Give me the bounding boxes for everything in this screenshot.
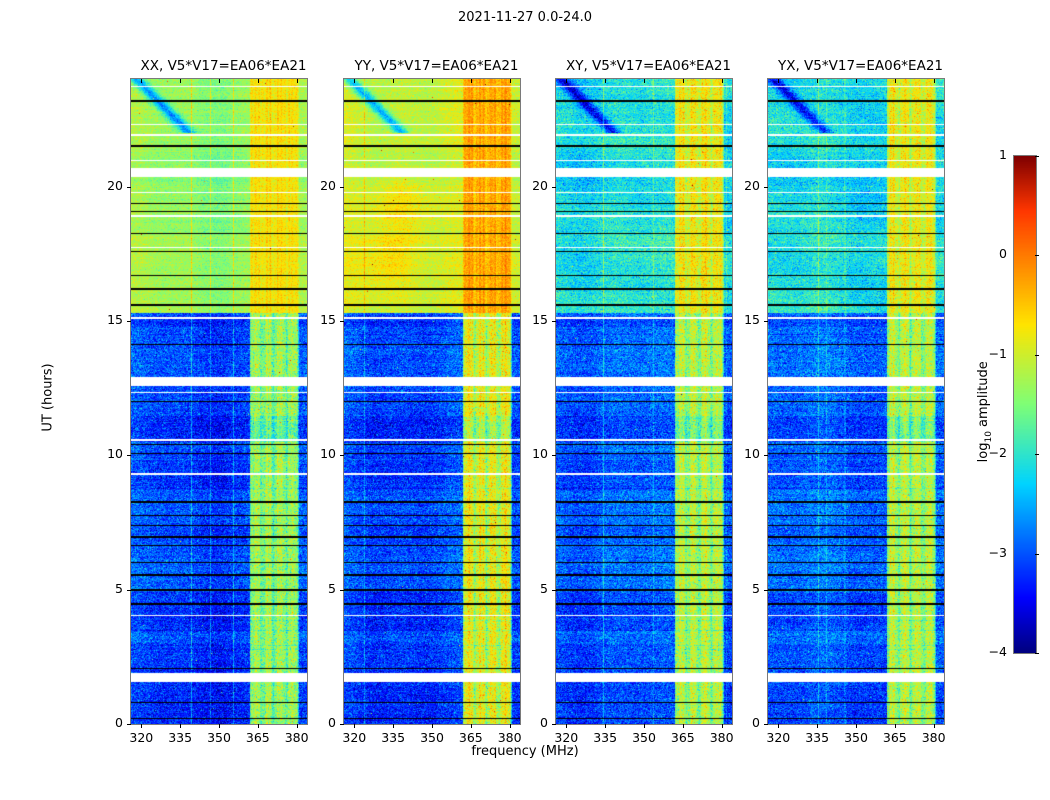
x-tick-label-0-0: 320	[129, 730, 154, 745]
x-tick-label-2-3: 365	[670, 730, 695, 745]
x-tick-label-3-4: 380	[921, 730, 946, 745]
colorbar-label-base: log	[976, 442, 992, 463]
x-tick-label-2-0: 320	[554, 730, 579, 745]
y-tick-label-0-1: 5	[115, 580, 123, 596]
figure-suptitle: 2021-11-27 0.0-24.0	[458, 10, 592, 25]
x-tick-label-0-4: 380	[284, 730, 309, 745]
x-tick-label-1-1: 335	[381, 730, 406, 745]
colorbar	[1013, 155, 1037, 654]
x-tick-label-3-1: 335	[805, 730, 830, 745]
heatmap-panel-xx[interactable]	[130, 78, 308, 725]
panel-title-yx: YX, V5*V17=EA06*EA21	[777, 58, 943, 74]
x-tick-label-1-4: 380	[497, 730, 522, 745]
colorbar-label-rest: amplitude	[976, 361, 992, 432]
x-tick-label-3-0: 320	[766, 730, 791, 745]
x-tick-label-1-0: 320	[342, 730, 367, 745]
colorbar-tick-label-5: 1	[999, 147, 1007, 162]
colorbar-tick-label-4: 0	[999, 246, 1007, 262]
x-tick-label-3-3: 365	[882, 730, 907, 745]
y-tick-label-0-4: 20	[107, 177, 123, 193]
heatmap-panel-xy[interactable]	[555, 78, 733, 725]
colorbar-label-subscript: 10	[983, 431, 994, 443]
x-tick-label-2-4: 380	[709, 730, 734, 745]
x-tick-label-1-2: 350	[420, 730, 444, 745]
y-axis-label: UT (hours)	[40, 363, 56, 432]
x-axis-label-text: frequency (MHz)	[471, 744, 579, 759]
panel-title-xx: XX, V5*V17=EA06*EA21	[140, 58, 307, 74]
x-tick-label-0-2: 350	[207, 730, 231, 745]
heatmap-panel-yx[interactable]	[767, 78, 945, 725]
x-tick-label-0-3: 365	[245, 730, 270, 745]
x-tick-label-0-1: 335	[168, 730, 193, 745]
heatmap-panel-yy[interactable]	[343, 78, 521, 725]
y-tick-label-0-0: 0	[115, 715, 123, 730]
panel-title-yy: YY, V5*V17=EA06*EA21	[354, 58, 519, 74]
colorbar-tick-label-1: −3	[988, 544, 1007, 560]
x-axis-label: frequency (MHz)	[0, 744, 1050, 759]
x-tick-label-3-2: 350	[844, 730, 868, 745]
x-tick-label-2-1: 335	[593, 730, 618, 745]
panel-title-xy: XY, V5*V17=EA06*EA21	[565, 58, 731, 74]
y-tick-label-0-2: 10	[107, 446, 123, 462]
x-tick-label-1-3: 365	[458, 730, 483, 745]
colorbar-label: log10 amplitude	[976, 312, 994, 512]
y-tick-label-0-3: 15	[107, 311, 123, 327]
x-tick-label-2-2: 350	[632, 730, 656, 745]
colorbar-tick-label-0: −4	[988, 644, 1007, 659]
